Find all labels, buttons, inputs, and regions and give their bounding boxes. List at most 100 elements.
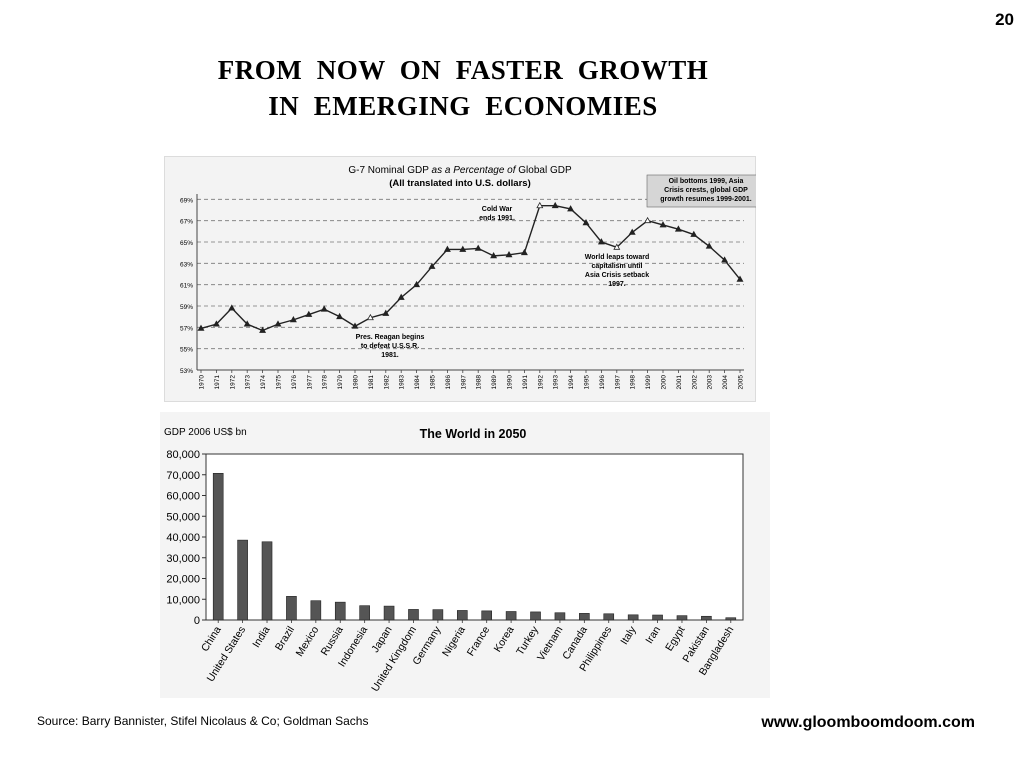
line-chart-annotation-text: 1997.: [608, 281, 626, 288]
bar-chart-title: The World in 2050: [420, 427, 527, 441]
bar-bangladesh: [725, 617, 737, 621]
line-chart-title-part-b: as a Percentage of: [432, 165, 517, 176]
line-chart-y-tick-label: 59%: [180, 304, 193, 311]
line-chart-data-point: [659, 221, 667, 228]
line-chart-x-tick-label: 2003: [707, 375, 714, 390]
line-chart-data-point: [351, 322, 359, 329]
line-chart-y-tick-label: 63%: [180, 261, 193, 268]
slide-number: 20: [995, 10, 1014, 29]
bar-canada: [579, 613, 590, 621]
line-chart-data-point: [705, 242, 713, 249]
bar-turkey: [530, 611, 541, 621]
line-chart-data-point: [274, 320, 282, 327]
bar-nigeria: [456, 610, 468, 621]
line-chart-x-tick-label: 1988: [476, 375, 483, 390]
line-chart-data-point: [505, 250, 513, 258]
bar-brazil: [286, 596, 297, 621]
line-chart-x-tick-label: 2001: [676, 375, 683, 390]
line-chart-series-line: [200, 205, 741, 332]
line-chart-data-point: [597, 238, 605, 245]
bar-korea: [505, 611, 517, 621]
line-chart-data-point: [382, 309, 390, 316]
line-chart-annotation-text: Asia Crisis setback: [585, 272, 649, 279]
line-chart-x-tick-label: 1989: [491, 375, 498, 390]
bar-india: [261, 541, 273, 621]
line-chart-x-tick-label: 1983: [399, 375, 406, 390]
line-chart-data-point: [644, 216, 652, 224]
line-chart-x-tick-label: 1994: [568, 375, 575, 390]
line-chart-data-point: [428, 262, 436, 269]
line-chart-x-tick-label: 1996: [599, 375, 606, 390]
line-chart-data-point: [197, 324, 205, 331]
website-link[interactable]: www.gloomboomdoom.com: [761, 714, 975, 731]
line-chart-data-point: [536, 201, 544, 209]
line-chart-x-tick-label: 1984: [414, 375, 421, 390]
bar-pakistan: [701, 615, 712, 621]
line-chart-y-axis: 53% 55% 57% 59% 61% 63% 65% 67% 69%: [180, 194, 198, 375]
line-chart-data-point: [613, 243, 621, 250]
bar-japan: [383, 605, 395, 621]
bar-china: [212, 472, 224, 621]
line-chart-title-part-c: Global GDP: [516, 165, 572, 176]
line-chart-annotation-text: capitalism until: [592, 263, 643, 270]
bar-chart-y-tick-label: 30,000: [166, 553, 200, 565]
bar-chart-category-label: Brazil: [273, 624, 297, 653]
line-chart-data-point: [366, 313, 374, 321]
line-chart-data-point: [520, 248, 528, 256]
line-chart-annotation-text: 1981.: [381, 352, 399, 359]
line-chart-data-point: [413, 280, 421, 288]
bar-philippines: [603, 613, 615, 621]
bar-chart-y-tick-label: 50,000: [166, 511, 200, 523]
bar-chart-category-label: China: [199, 624, 224, 654]
g7-gdp-share-chart-panel: G-7 Nominal GDP as a Percentage of Globa…: [164, 156, 766, 402]
slide-title-line-2: IN EMERGING ECONOMIES: [268, 91, 658, 121]
line-chart-data-point: [243, 320, 251, 327]
line-chart-annotation-text: ends 1991.: [479, 215, 515, 222]
line-chart-y-tick-label: 57%: [180, 325, 193, 332]
line-chart-x-tick-label: 1970: [199, 375, 206, 390]
bar-chart-y-tick-label: 0: [194, 615, 200, 627]
bar-united-states: [237, 539, 248, 621]
line-chart-y-tick-label: 53%: [180, 368, 193, 375]
bar-chart-category-label: Egypt: [663, 624, 687, 653]
bar-mexico: [310, 600, 322, 621]
bar-chart-y-tick-label: 70,000: [166, 470, 200, 482]
line-chart-x-tick-label: 1981: [368, 375, 375, 390]
world-2050-bar-chart: GDP 2006 US$ bn The World in 2050 0 10,00…: [164, 427, 744, 694]
bar-egypt: [676, 615, 688, 621]
bar-chart-category-label: Mexico: [294, 624, 322, 659]
line-chart-annotation-box: [646, 174, 766, 208]
line-chart-gridlines: [197, 198, 744, 371]
line-chart-data-point: [305, 310, 313, 317]
line-chart-x-tick-label: 1995: [584, 375, 591, 390]
bar-chart-category-label: Korea: [492, 624, 517, 654]
bar-chart-y-axis: 0 10,000 20,000 30,000 40,000 50,000 60,000 70,…: [166, 449, 206, 627]
line-chart-data-point: [721, 256, 729, 263]
slide-title: FROM NOW ON FASTER GROWTH IN EMERGING EC…: [0, 52, 926, 124]
line-chart-title-line-1: G-7 Nominal GDP as a Percentage of Globa…: [348, 165, 572, 176]
line-chart-x-tick-label: 2002: [691, 375, 698, 390]
line-chart-annotation-text: Crisis crests, global GDP: [664, 187, 748, 194]
bar-chart-y-tick-label: 40,000: [166, 532, 200, 544]
line-chart-data-point: [736, 275, 744, 282]
line-chart-data-point: [582, 218, 590, 226]
line-chart-data-point: [490, 252, 498, 259]
line-chart-data-point: [320, 305, 328, 312]
line-chart-title-part-a: G-7 Nominal GDP: [348, 165, 431, 176]
line-chart-x-tick-label: 1991: [522, 375, 529, 390]
line-chart-x-tick-label: 1971: [214, 375, 221, 390]
line-chart-data-point: [474, 244, 482, 251]
bar-italy: [627, 614, 639, 621]
g7-gdp-share-line-chart: G-7 Nominal GDP as a Percentage of Globa…: [180, 165, 766, 390]
bar-chart-plot-area: [205, 453, 744, 621]
bar-chart-y-tick-label: 20,000: [166, 574, 200, 586]
line-chart-data-point: [289, 316, 297, 323]
line-chart-x-tick-label: 2004: [722, 375, 729, 390]
bar-chart-y-tick-label: 10,000: [166, 594, 200, 606]
line-chart-y-tick-label: 65%: [180, 240, 193, 247]
line-chart-annotations: Oil bottoms 1999, Asia Crisis crests, glo…: [356, 174, 766, 359]
line-chart-x-tick-label: 1979: [337, 375, 344, 390]
line-chart-y-tick-label: 61%: [180, 283, 193, 290]
line-chart-x-tick-label: 1973: [245, 375, 252, 390]
